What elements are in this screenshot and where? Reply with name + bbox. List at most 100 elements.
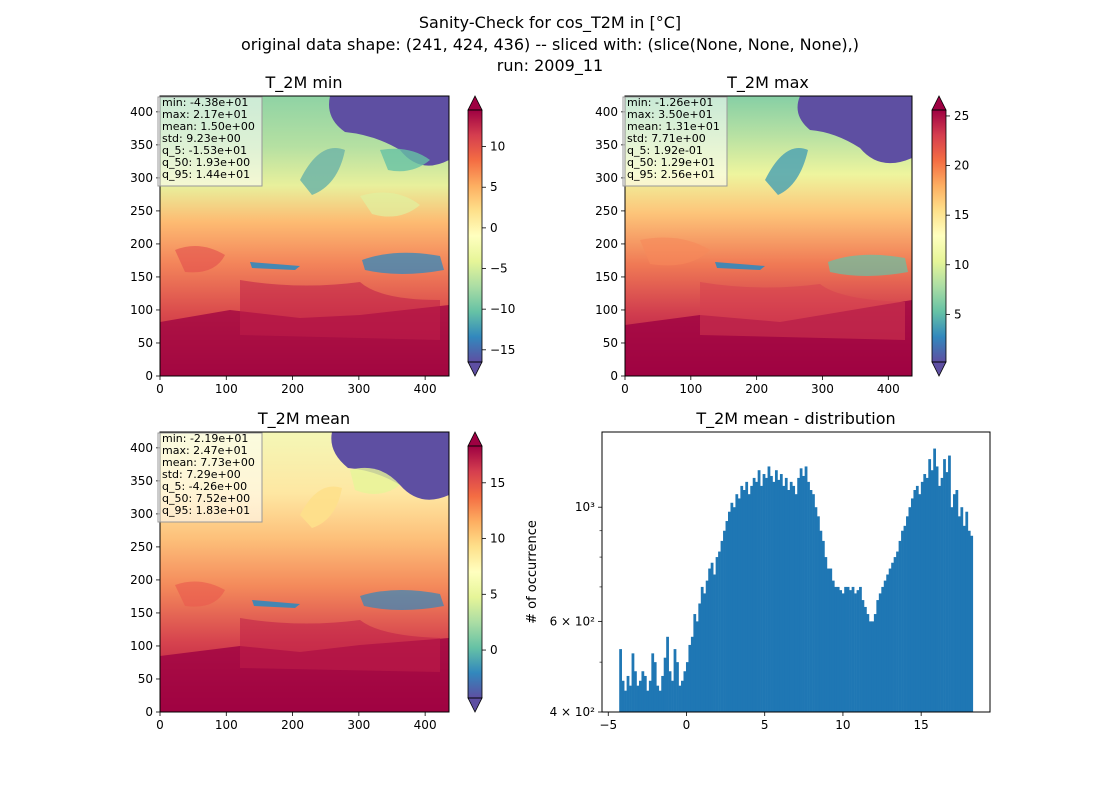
colorbar-tick-label: 0 <box>490 221 498 235</box>
histogram-bar <box>787 490 791 712</box>
stats-line: q_95: 1.44e+01 <box>162 168 250 181</box>
x-tick-label: 15 <box>914 718 929 732</box>
histogram-bar <box>878 593 882 712</box>
y-tick-label: 200 <box>130 573 153 587</box>
x-tick-label: 300 <box>811 382 834 396</box>
histogram-bar <box>765 477 768 712</box>
histogram-bar <box>898 540 902 712</box>
colorbar-tick-label: 15 <box>490 476 505 490</box>
y-axis-label: # of occurrence <box>525 520 540 624</box>
histogram-bar <box>757 470 761 712</box>
x-tick-label: 200 <box>745 382 768 396</box>
histogram-bar <box>814 507 818 712</box>
colorbar-tick-label: 25 <box>954 109 969 123</box>
histogram-bar <box>940 477 944 712</box>
histogram-bar <box>638 680 642 712</box>
colorbar-frame <box>931 109 947 363</box>
histogram-bar <box>663 657 667 712</box>
histogram-bar <box>866 614 870 712</box>
histogram-bar <box>770 475 773 712</box>
histogram-bar <box>666 636 669 712</box>
axes-frame <box>601 431 991 713</box>
histogram-bar <box>886 574 890 712</box>
histogram-bar <box>725 521 729 712</box>
histogram-bar <box>896 551 899 712</box>
histogram-bar <box>841 593 845 712</box>
y-tick-label: 350 <box>130 474 153 488</box>
x-tick-label: 0 <box>156 382 164 396</box>
histogram-bar <box>910 498 914 712</box>
histogram-bar <box>700 586 704 712</box>
histogram-bar <box>804 466 808 712</box>
histogram-bar <box>794 494 798 712</box>
histogram-bar <box>960 507 964 712</box>
histogram-bar <box>750 485 754 712</box>
stats-line: std: 7.71e+00 <box>627 132 706 145</box>
colorbar-tick-label: 5 <box>954 307 962 321</box>
histogram-bar <box>671 680 674 712</box>
stats-box-frame <box>157 432 263 523</box>
figure-title-line-1: Sanity-Check for cos_T2M in [°C] <box>418 13 682 32</box>
x-tick-label: 100 <box>679 382 702 396</box>
y-tick-label: 100 <box>130 639 153 653</box>
y-axis: 0 50 100 150 200 250 300 350 400 <box>595 105 625 383</box>
histogram-bar <box>945 472 949 712</box>
stats-line: min: -2.19e+01 <box>162 432 248 445</box>
stats-line: q_5: -1.53e+01 <box>162 144 247 157</box>
histogram-bar <box>695 621 699 712</box>
histogram-bar <box>708 568 711 712</box>
histogram-bar <box>955 490 959 712</box>
histogram-bar <box>913 490 917 712</box>
panel-title: T_2M max <box>726 73 809 93</box>
histogram-bar <box>713 574 716 712</box>
stats-line: q_95: 2.56e+01 <box>627 168 715 181</box>
stats-line: q_50: 7.52e+00 <box>162 492 250 505</box>
histogram-bar <box>807 481 810 712</box>
histogram-bar <box>718 551 721 712</box>
histogram-bar <box>651 653 655 712</box>
x-tick-label: 0 <box>156 718 164 732</box>
figure-title-line-2: original data shape: (241, 424, 436) -- … <box>241 35 859 54</box>
histogram-bar <box>943 459 946 712</box>
histogram-bar <box>631 653 635 712</box>
stats-line: q_5: -4.26e+00 <box>162 480 247 493</box>
histogram-bar <box>673 649 677 712</box>
colorbar-tick-label: 15 <box>954 208 969 222</box>
colorbar-ticks: 10 5 0 −5 −10 −15 <box>482 140 515 357</box>
histogram-bar <box>755 481 758 712</box>
x-tick-label: 200 <box>281 382 304 396</box>
histogram-bar <box>648 680 652 712</box>
y-tick-label: 150 <box>595 270 618 284</box>
colorbar-gradient <box>468 110 482 362</box>
histogram-bar <box>641 671 645 712</box>
x-axis: 0 100 200 300 400 <box>156 376 437 396</box>
y-tick-label: 0 <box>610 369 618 383</box>
stats-line: min: -1.26e+01 <box>627 96 713 109</box>
colorbar-tick-label: 20 <box>954 159 969 173</box>
histogram-bar <box>861 600 865 712</box>
histogram-bar <box>728 511 731 712</box>
stats-box-frame <box>622 96 728 187</box>
histogram-bar <box>881 586 885 712</box>
histogram-bar <box>854 593 857 712</box>
y-tick-label: 50 <box>138 672 153 686</box>
histogram-bar <box>844 586 847 712</box>
histogram-bar <box>950 507 954 712</box>
y-tick-label: 100 <box>595 303 618 317</box>
stats-box: min: -2.19e+01 max: 2.47e+01 mean: 7.73e… <box>157 432 263 523</box>
histogram-bar <box>678 685 682 712</box>
histogram-bar <box>836 586 840 712</box>
colorbar-tick-label: 10 <box>954 258 969 272</box>
histogram-bar <box>930 470 934 712</box>
colorbar-tick-label: −15 <box>490 343 515 357</box>
histogram-bar <box>658 690 662 712</box>
x-tick-label: 400 <box>414 382 437 396</box>
colorbar: 25 20 15 10 5 <box>931 95 969 377</box>
stats-line: q_50: 1.93e+00 <box>162 156 250 169</box>
histogram-bar <box>863 606 867 712</box>
colorbar-tick-label: −10 <box>490 302 515 316</box>
histogram-bar <box>824 557 828 712</box>
panel-title: T_2M min <box>264 73 342 93</box>
y-tick-label: 300 <box>130 171 153 185</box>
